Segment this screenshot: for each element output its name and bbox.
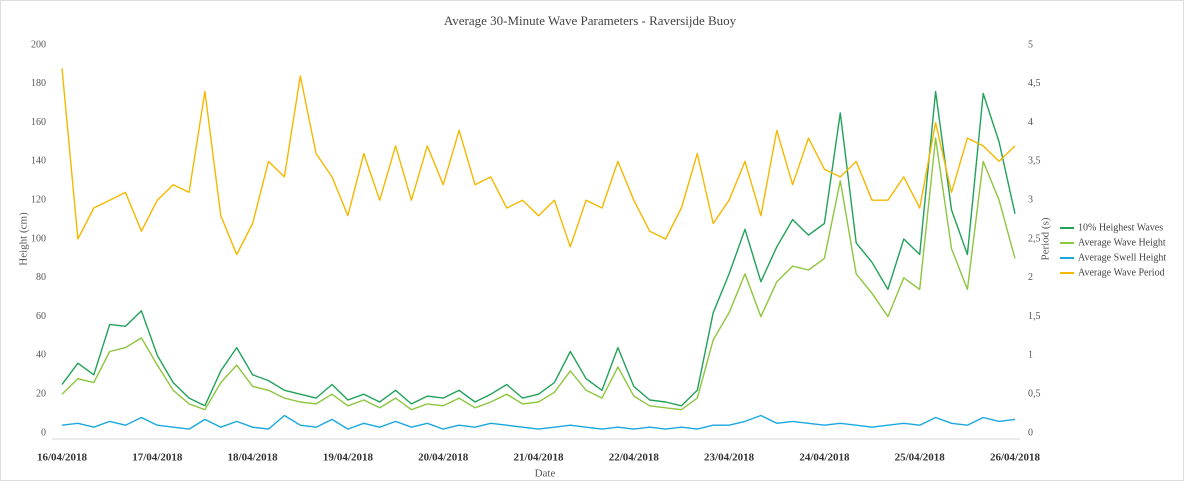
series-line <box>61 137 1016 411</box>
y2-axis-title: Period (s) <box>1040 217 1052 260</box>
x-tick-label: 18/04/2018 <box>228 452 279 464</box>
y-tick-label: 200 <box>31 39 46 50</box>
y2-tick-label: 5 <box>1028 39 1033 50</box>
x-tick-label: 24/04/2018 <box>799 452 850 464</box>
legend-label: Average Wave Period <box>1078 267 1165 278</box>
x-tick-label: 19/04/2018 <box>323 452 374 464</box>
series-line <box>61 90 1016 407</box>
y2-tick-label: 3,5 <box>1028 156 1041 167</box>
x-tick-label: 23/04/2018 <box>704 452 755 464</box>
y-tick-label: 60 <box>36 311 46 322</box>
y-tick-label: 180 <box>31 78 46 89</box>
y-tick-label: 120 <box>31 194 46 205</box>
series-line <box>61 68 1016 256</box>
legend-label: 10% Heighest Waves <box>1078 222 1163 233</box>
y2-tick-label: 0 <box>1028 427 1033 438</box>
y-tick-label: 20 <box>36 388 46 399</box>
y-tick-label: 80 <box>36 272 46 283</box>
y2-tick-label: 1,5 <box>1028 311 1041 322</box>
x-tick-label: 25/04/2018 <box>895 452 946 464</box>
y-tick-label: 140 <box>31 156 46 167</box>
y2-tick-label: 4 <box>1028 117 1033 128</box>
y2-tick-label: 0,5 <box>1028 388 1041 399</box>
x-tick-label: 17/04/2018 <box>132 452 183 464</box>
y2-tick-label: 4,5 <box>1028 78 1041 89</box>
x-axis-title: Date <box>535 468 556 480</box>
series-line <box>61 414 1016 430</box>
chart-title: Average 30-Minute Wave Parameters - Rave… <box>444 13 737 28</box>
x-tick-label: 21/04/2018 <box>513 452 564 464</box>
y-tick-label: 40 <box>36 350 46 361</box>
y-tick-label: 0 <box>41 427 46 438</box>
y2-tick-label: 2 <box>1028 272 1033 283</box>
y2-tick-label: 2,5 <box>1028 233 1041 244</box>
y-tick-label: 100 <box>31 233 46 244</box>
legend-label: Average Wave Height <box>1078 237 1166 248</box>
x-tick-label: 20/04/2018 <box>418 452 469 464</box>
y-axis-title: Height (cm) <box>18 212 30 266</box>
y2-tick-label: 1 <box>1028 350 1033 361</box>
y-tick-label: 160 <box>31 117 46 128</box>
x-tick-label: 26/04/2018 <box>990 452 1041 464</box>
legend-label: Average Swell Height <box>1078 252 1166 263</box>
y2-tick-label: 3 <box>1028 194 1033 205</box>
x-tick-label: 16/04/2018 <box>37 452 88 464</box>
x-tick-label: 22/04/2018 <box>609 452 660 464</box>
